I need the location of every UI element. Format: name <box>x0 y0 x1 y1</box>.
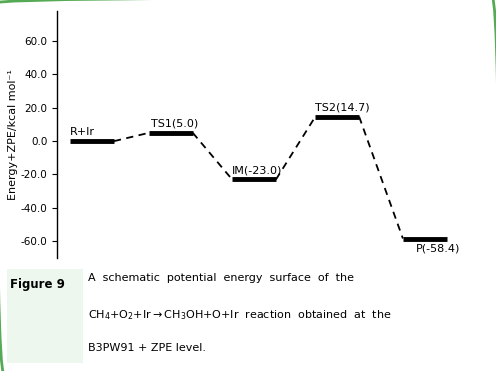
Text: CH$_4$+O$_2$+Ir$\rightarrow$CH$_3$OH+O+Ir  reaction  obtained  at  the: CH$_4$+O$_2$+Ir$\rightarrow$CH$_3$OH+O+I… <box>88 308 391 322</box>
Text: TS2(14.7): TS2(14.7) <box>315 102 370 112</box>
Text: B3PW91 + ZPE level.: B3PW91 + ZPE level. <box>88 343 206 353</box>
Text: Figure 9: Figure 9 <box>10 278 64 290</box>
Text: A  schematic  potential  energy  surface  of  the: A schematic potential energy surface of … <box>88 273 354 283</box>
Text: IM(-23.0): IM(-23.0) <box>232 165 283 175</box>
Text: TS1(5.0): TS1(5.0) <box>151 119 198 129</box>
Y-axis label: Energy+ZPE/kcal mol⁻¹: Energy+ZPE/kcal mol⁻¹ <box>8 69 18 200</box>
FancyBboxPatch shape <box>7 269 83 363</box>
Text: R+Ir: R+Ir <box>70 127 95 137</box>
Text: P(-58.4): P(-58.4) <box>416 243 460 253</box>
